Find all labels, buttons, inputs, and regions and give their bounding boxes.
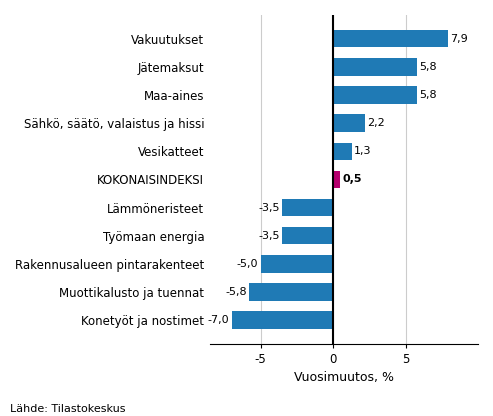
Bar xyxy=(249,283,333,301)
Text: -7,0: -7,0 xyxy=(208,315,229,325)
X-axis label: Vuosimuutos, %: Vuosimuutos, % xyxy=(294,371,394,384)
Bar xyxy=(232,312,333,329)
Bar xyxy=(282,227,333,245)
Text: Lähde: Tilastokeskus: Lähde: Tilastokeskus xyxy=(10,404,125,414)
Text: -5,0: -5,0 xyxy=(237,259,258,269)
Bar xyxy=(333,171,340,188)
Bar xyxy=(282,199,333,216)
Text: 5,8: 5,8 xyxy=(419,90,437,100)
Bar xyxy=(333,86,417,104)
Text: -3,5: -3,5 xyxy=(259,231,280,241)
Text: 5,8: 5,8 xyxy=(419,62,437,72)
Bar xyxy=(260,255,333,272)
Bar xyxy=(333,143,352,160)
Text: 7,9: 7,9 xyxy=(450,34,467,44)
Text: 1,3: 1,3 xyxy=(354,146,372,156)
Text: -3,5: -3,5 xyxy=(259,203,280,213)
Bar xyxy=(333,58,417,76)
Bar xyxy=(333,30,448,47)
Text: -5,8: -5,8 xyxy=(225,287,247,297)
Text: 2,2: 2,2 xyxy=(367,118,385,128)
Bar xyxy=(333,114,365,132)
Text: 0,5: 0,5 xyxy=(343,174,362,184)
